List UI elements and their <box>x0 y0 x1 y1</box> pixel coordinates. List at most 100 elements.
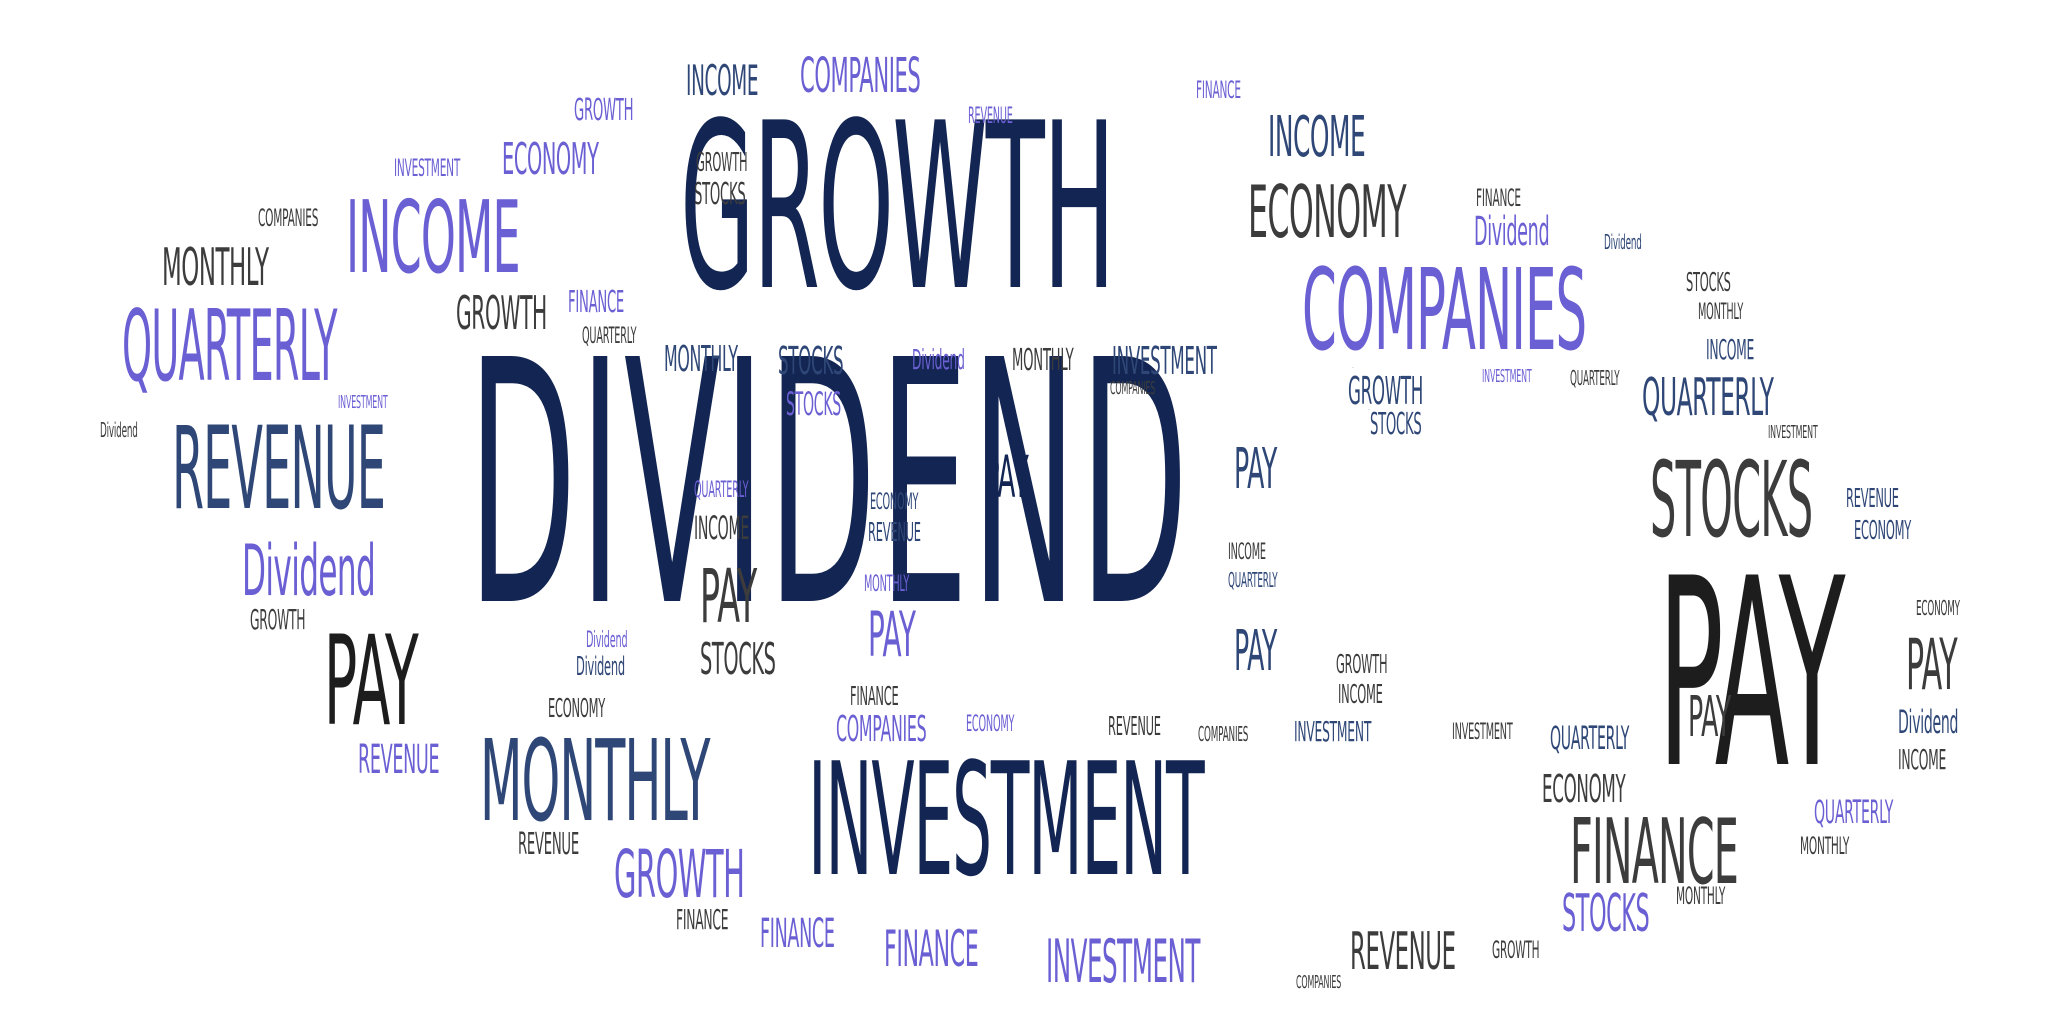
word-pay-right-small: PAY <box>1688 685 1731 750</box>
word-pay-left: PAY <box>324 610 419 754</box>
word-pay-large: PAY <box>1658 524 1845 826</box>
word-companies-inner: COMPANIES <box>836 709 927 750</box>
word-finance-inner: FINANCE <box>850 682 899 712</box>
word-income-top: INCOME <box>686 56 759 105</box>
word-income-far-right: INCOME <box>1898 743 1947 776</box>
word-pay-inner-4: PAY <box>700 554 757 640</box>
word-economy-left-lower: ECONOMY <box>548 694 606 724</box>
word-growth-top-inner: GROWTH <box>696 148 748 178</box>
word-monthly-left: MONTHLY <box>162 238 269 298</box>
word-finance-large: FINANCE <box>1570 800 1739 905</box>
word-income-inner-right: INCOME <box>1338 680 1383 710</box>
word-income-inner-left: INCOME <box>694 509 749 547</box>
word-finance-top: FINANCE <box>1196 76 1241 104</box>
word-economy-far-right: ECONOMY <box>1916 596 1960 620</box>
word-investment-top-left: INVESTMENT <box>394 154 461 182</box>
word-growth-inner-right: GROWTH <box>1336 650 1388 680</box>
word-monthly-upper-center: MONTHLY <box>1012 343 1074 378</box>
word-quarterly-right-small: QUARTERLY <box>1570 366 1620 390</box>
word-companies-upper-center: COMPANIES <box>1110 378 1156 399</box>
word-investment-inner: INVESTMENT <box>1112 339 1217 383</box>
word-companies-large: COMPANIES <box>1302 246 1587 376</box>
word-stocks-top-inner: STOCKS <box>694 177 746 212</box>
word-growth-far-left: GROWTH <box>250 603 306 636</box>
word-growth-bottom: GROWTH <box>614 836 745 913</box>
word-investment-large: INVESTMENT <box>808 729 1205 911</box>
word-growth-large: GROWTH <box>680 75 1116 342</box>
word-stocks-large: STOCKS <box>1650 439 1813 561</box>
word-quarterly-large: QUARTERLY <box>122 290 337 404</box>
word-investment-lower-2: INVESTMENT <box>1452 720 1513 745</box>
word-dividend-upper-center: Dividend <box>912 343 965 376</box>
word-revenue-lower: REVENUE <box>1108 712 1161 742</box>
word-dividend-left: Dividend <box>242 530 376 612</box>
word-revenue-large: REVENUE <box>172 402 386 535</box>
word-investment-bottom: INVESTMENT <box>1046 927 1200 997</box>
word-companies-left: COMPANIES <box>258 204 319 232</box>
word-stocks-right-top: STOCKS <box>1686 268 1731 298</box>
word-companies-top: COMPANIES <box>800 48 921 104</box>
word-pay-inner-5: PAY <box>868 598 916 671</box>
word-monthly-lower-right: MONTHLY <box>1800 832 1850 860</box>
word-investment-far-right: INVESTMENT <box>1768 422 1818 443</box>
word-quarterly-inner-left: QUARTERLY <box>694 478 749 503</box>
word-revenue-top: REVENUE <box>968 104 1013 129</box>
word-finance-bottom: FINANCE <box>884 920 979 978</box>
word-monthly-inner: MONTHLY <box>664 339 738 380</box>
word-revenue-left-lower: REVENUE <box>358 737 440 783</box>
word-quarterly-lower: QUARTERLY <box>1550 719 1630 757</box>
word-investment-left-small: INVESTMENT <box>338 392 388 413</box>
word-monthly-large: MONTHLY <box>480 717 710 847</box>
word-growth-left: GROWTH <box>456 286 547 340</box>
word-revenue-left-bottom: REVENUE <box>518 827 579 862</box>
word-investment-right: INVESTMENT <box>1482 366 1532 387</box>
word-stocks-upper-center: STOCKS <box>1368 410 1370 411</box>
word-economy-right: ECONOMY <box>1854 516 1912 546</box>
word-income-upper-right: INCOME <box>1268 105 1366 170</box>
word-stocks-inner-2: STOCKS <box>778 339 844 383</box>
word-dividend-inner-left: Dividend <box>586 628 628 653</box>
word-income-large: INCOME <box>346 179 521 296</box>
word-economy-medium: ECONOMY <box>1248 170 1407 254</box>
word-finance-left-bottom: FINANCE <box>676 903 729 936</box>
word-quarterly-lower-right: QUARTERLY <box>1814 793 1894 831</box>
word-economy-inner-small: ECONOMY <box>966 712 1015 737</box>
word-income-center-right: INCOME <box>1228 540 1266 565</box>
word-dividend-right: Dividend <box>1898 703 1959 741</box>
word-dividend-inner-left-2: Dividend <box>576 652 625 682</box>
word-pay-inner-2: PAY <box>1234 437 1277 502</box>
word-economy-lower: ECONOMY <box>1542 767 1626 811</box>
word-investment-lower: INVESTMENT <box>1294 715 1372 748</box>
word-income-right: INCOME <box>1706 333 1755 366</box>
word-dividend-main: DIVIDEND <box>468 290 1192 681</box>
word-companies-lower: COMPANIES <box>1198 722 1249 746</box>
word-pay-inner-3: PAY <box>1234 619 1277 684</box>
word-economy-inner: ECONOMY <box>870 490 919 515</box>
word-growth-right: GROWTH <box>1348 369 1424 413</box>
word-growth-bottom-right: GROWTH <box>1492 936 1540 964</box>
word-revenue-right: REVENUE <box>1846 484 1899 514</box>
word-monthly-bottom-right: MONTHLY <box>1676 882 1726 910</box>
word-stocks-inner: STOCKS <box>700 634 776 685</box>
word-stocks-bottom: STOCKS <box>1562 884 1650 944</box>
word-monthly-inner-small: MONTHLY <box>864 572 910 597</box>
word-stocks-right-inner: STOCKS <box>1370 407 1422 442</box>
word-quarterly-left-small: QUARTERLY <box>582 324 637 349</box>
word-revenue-bottom: REVENUE <box>1350 922 1456 982</box>
word-dividend-far-left: Dividend <box>100 418 138 442</box>
word-growth-top-left: GROWTH <box>574 93 634 128</box>
word-growth-inner: GROWTH <box>1352 368 1354 369</box>
word-finance-upper-right: FINANCE <box>1476 184 1521 212</box>
word-pay-inner-1: PAY <box>984 443 1029 511</box>
word-dividend-upper-right: Dividend <box>1474 209 1550 255</box>
word-quarterly-right: QUARTERLY <box>1642 368 1774 428</box>
word-finance-left: FINANCE <box>568 285 624 320</box>
word-finance-bottom-2: FINANCE <box>760 911 835 957</box>
word-revenue-inner: REVENUE <box>868 518 921 548</box>
word-companies-bottom: COMPANIES <box>1296 972 1342 993</box>
word-stocks-inner-3: STOCKS <box>786 385 841 423</box>
word-monthly-right-top: MONTHLY <box>1698 300 1744 325</box>
word-pay-right: PAY <box>1906 624 1958 706</box>
word-dividend-far-right: Dividend <box>1604 230 1642 254</box>
